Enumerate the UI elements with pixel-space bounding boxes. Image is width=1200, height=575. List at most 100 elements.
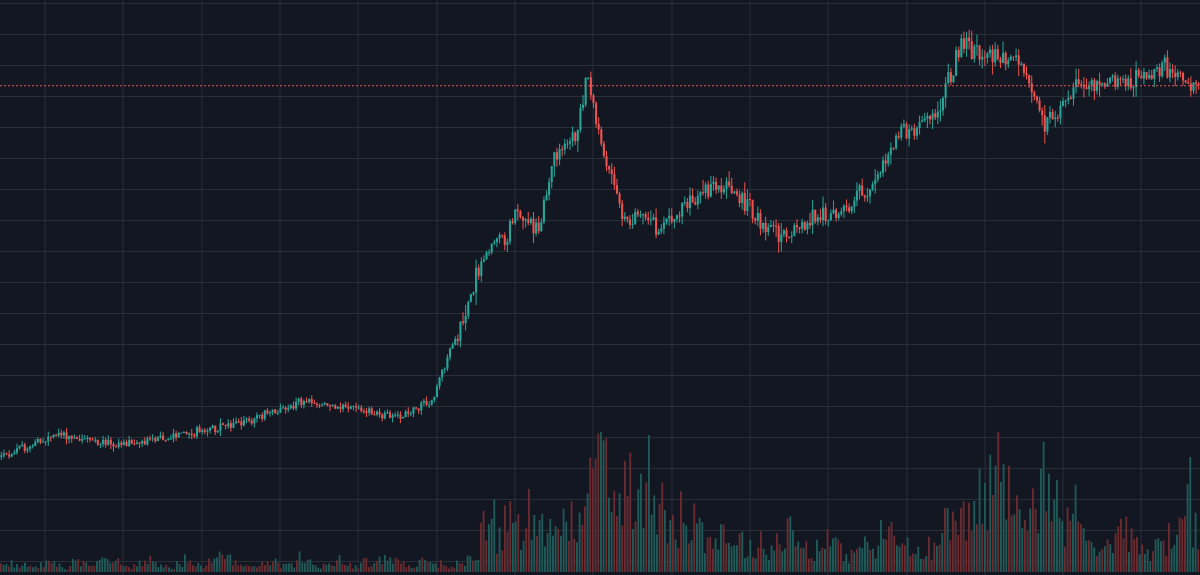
- candle-up: [232, 422, 235, 428]
- candle-down: [1028, 74, 1031, 84]
- volume-bar: [373, 563, 376, 572]
- volume-bar: [560, 535, 562, 572]
- volume-bar: [285, 563, 288, 572]
- volume-bar: [1184, 516, 1186, 572]
- volume-bar: [600, 432, 602, 572]
- candle-up: [665, 218, 668, 223]
- candle-down: [198, 427, 201, 433]
- volume-bar: [581, 524, 584, 572]
- candle-up: [639, 214, 642, 216]
- volume-bar: [298, 551, 301, 572]
- volume-bar: [602, 440, 605, 572]
- candle-up: [918, 121, 921, 128]
- candle-down: [250, 420, 253, 424]
- volume-bar: [1173, 545, 1176, 572]
- candle-down: [1098, 81, 1101, 85]
- volume-bar: [680, 491, 682, 572]
- candle-down: [892, 147, 895, 149]
- volume-bar: [456, 560, 458, 572]
- candle-down: [537, 222, 540, 232]
- volume-bar: [616, 516, 618, 572]
- candle-up: [548, 181, 551, 196]
- volume-bar: [1176, 534, 1178, 572]
- candle-up: [172, 433, 175, 439]
- candle-down: [1035, 96, 1038, 101]
- candle-down: [991, 49, 994, 63]
- volume-bar: [528, 488, 530, 572]
- candle-down: [1030, 83, 1033, 93]
- candle-down: [884, 160, 887, 164]
- candle-down: [522, 217, 525, 221]
- volume-bar: [573, 538, 576, 572]
- candle-up: [762, 222, 765, 229]
- volume-bar: [48, 560, 50, 572]
- volume-bar: [16, 563, 18, 572]
- candle-up: [908, 129, 911, 139]
- candle-up: [349, 406, 352, 409]
- candle-up: [952, 75, 955, 83]
- candle-down: [772, 225, 775, 227]
- candle-down: [248, 418, 251, 421]
- candle-up: [99, 444, 102, 446]
- candle-up: [508, 221, 512, 242]
- volume-bar: [1160, 541, 1162, 572]
- candle-down: [407, 411, 410, 414]
- volume-bar: [1149, 561, 1152, 572]
- candle-up: [146, 438, 149, 445]
- candle-up: [47, 436, 50, 442]
- candle-up: [1088, 85, 1091, 90]
- candle-up: [535, 222, 538, 234]
- candle-down: [600, 129, 603, 144]
- volume-bar: [832, 538, 834, 572]
- volume-bar: [402, 561, 405, 572]
- candle-up: [642, 214, 645, 216]
- volume-bar: [666, 543, 669, 572]
- candle-up: [1116, 78, 1119, 87]
- candle-up: [430, 400, 433, 405]
- volume-bar: [834, 537, 837, 572]
- candle-up: [1192, 82, 1195, 91]
- volume-bar: [930, 559, 933, 572]
- volume-bar: [386, 560, 389, 572]
- volume-bar: [96, 561, 98, 572]
- volume-bar: [405, 567, 408, 572]
- volume-bar: [696, 523, 698, 572]
- volume-bar: [632, 528, 634, 572]
- candle-down: [1022, 63, 1025, 74]
- volume-bar: [173, 569, 176, 572]
- candle-down: [115, 446, 118, 448]
- volume-bar: [496, 553, 498, 572]
- candle-down: [1137, 69, 1140, 76]
- volume-bar: [490, 518, 493, 572]
- candle-down: [1145, 72, 1148, 79]
- candle-up: [188, 433, 191, 435]
- candle-up: [579, 108, 582, 130]
- candle-up: [1101, 83, 1104, 85]
- candle-down: [1187, 82, 1190, 84]
- volume-bar: [1088, 540, 1090, 572]
- volume-bar: [154, 562, 157, 572]
- volume-bar: [744, 558, 746, 572]
- candle-down: [417, 408, 420, 411]
- candle-up: [122, 441, 125, 445]
- candle-down: [519, 211, 522, 218]
- volume-bar: [728, 542, 730, 572]
- candle-up: [923, 118, 926, 121]
- candle-down: [754, 218, 757, 221]
- candle-up: [874, 179, 877, 185]
- candle-up: [0, 455, 3, 458]
- candle-up: [180, 432, 183, 434]
- volume-bar: [770, 545, 773, 572]
- volume-bar: [1042, 441, 1045, 572]
- candle-up: [806, 222, 809, 230]
- candle-down: [373, 414, 376, 416]
- candle-up: [102, 439, 105, 445]
- candle-down: [694, 202, 697, 205]
- volume-bar: [138, 560, 141, 572]
- candle-up: [668, 215, 671, 219]
- volume-bar: [378, 556, 381, 572]
- volume-bar: [250, 566, 253, 572]
- volume-bar: [370, 565, 373, 572]
- volume-bar: [536, 536, 538, 572]
